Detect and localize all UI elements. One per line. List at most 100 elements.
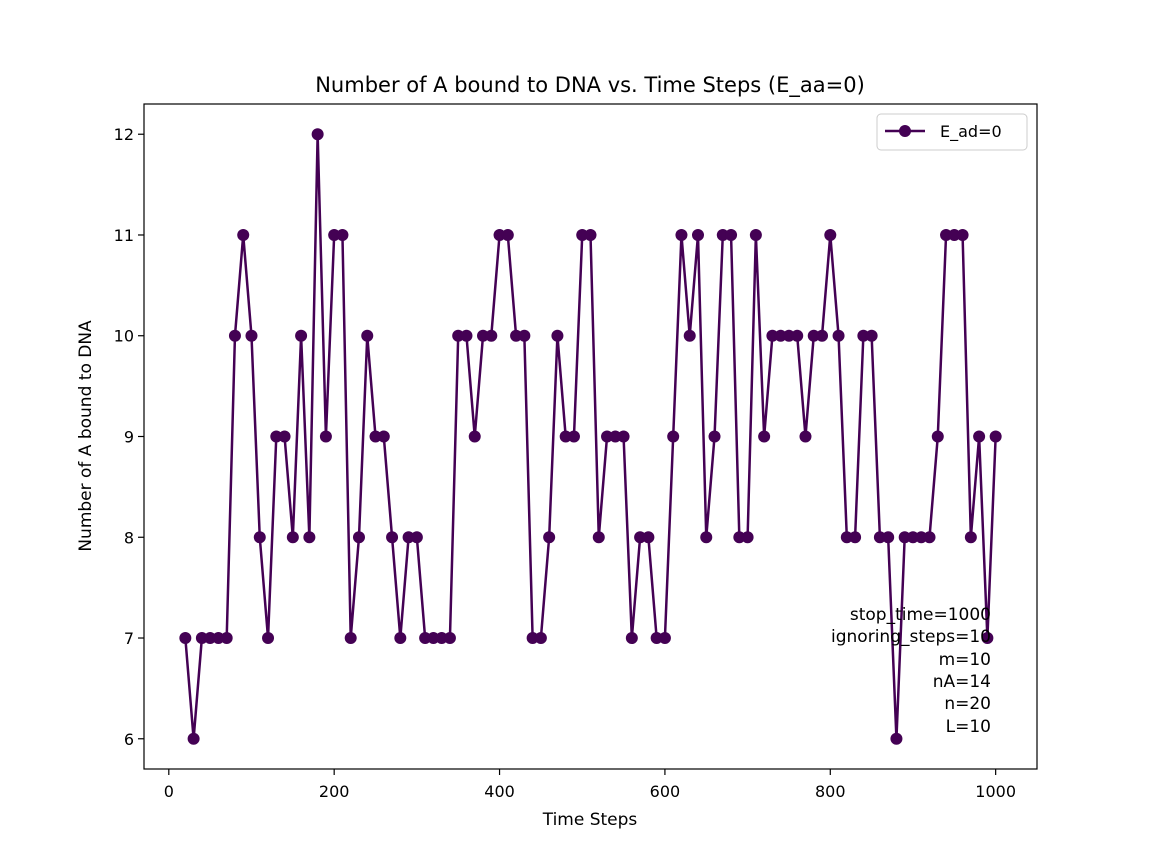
data-point (791, 329, 804, 342)
data-point (543, 531, 556, 544)
data-point (228, 329, 241, 342)
legend-marker (899, 125, 911, 137)
data-point (931, 430, 944, 443)
data-point (733, 531, 746, 544)
data-point (452, 329, 465, 342)
data-point (386, 531, 399, 544)
data-point (410, 531, 423, 544)
annotation-line: ignoring_steps=10 (831, 627, 991, 647)
data-point (311, 128, 324, 141)
data-point (179, 632, 192, 645)
data-point (890, 732, 903, 745)
data-point (270, 430, 283, 443)
plot-frame (143, 103, 1038, 770)
y-tick-label: 7 (124, 629, 134, 648)
data-point (377, 430, 390, 443)
data-point (865, 329, 878, 342)
x-tick-label: 0 (164, 782, 174, 801)
annotation-line: n=20 (944, 694, 991, 714)
data-point (526, 632, 539, 645)
data-point (766, 329, 779, 342)
x-tick-label: 800 (815, 782, 846, 801)
x-axis-ticks: 0 200 400 600 800 1000 (164, 769, 1016, 801)
data-point (518, 329, 531, 342)
data-point (824, 228, 837, 241)
data-point (650, 632, 663, 645)
data-point (286, 531, 299, 544)
data-point (402, 531, 415, 544)
data-point (369, 430, 382, 443)
y-tick-label: 8 (124, 528, 134, 547)
data-point (534, 632, 547, 645)
data-point (468, 430, 481, 443)
data-point (477, 329, 490, 342)
data-point (303, 531, 316, 544)
data-point (973, 430, 986, 443)
data-point (187, 732, 200, 745)
data-point (807, 329, 820, 342)
data-point (601, 430, 614, 443)
data-point (675, 228, 688, 241)
data-point (849, 531, 862, 544)
data-point (220, 632, 233, 645)
data-point (419, 632, 432, 645)
data-point (625, 632, 638, 645)
data-point (691, 228, 704, 241)
data-point (873, 531, 886, 544)
data-point (816, 329, 829, 342)
y-axis-ticks: 6 7 8 9 10 11 12 (114, 125, 144, 749)
data-point (485, 329, 498, 342)
data-point (799, 430, 812, 443)
data-point (567, 430, 580, 443)
data-point (898, 531, 911, 544)
legend-label: E_ad=0 (940, 122, 1002, 142)
y-tick-label: 6 (124, 730, 134, 749)
data-point (882, 531, 895, 544)
data-point (493, 228, 506, 241)
data-point (758, 430, 771, 443)
plot-area (144, 104, 1037, 769)
data-point (683, 329, 696, 342)
data-point (195, 632, 208, 645)
data-point (361, 329, 374, 342)
x-tick-label: 600 (650, 782, 681, 801)
data-point (328, 228, 341, 241)
data-point (212, 632, 225, 645)
data-point (915, 531, 928, 544)
y-axis-label: Number of A bound to DNA (76, 320, 96, 552)
data-point (642, 531, 655, 544)
data-point (394, 632, 407, 645)
series-layer (179, 128, 1002, 745)
data-point (278, 430, 291, 443)
data-point (634, 531, 647, 544)
legend-box (876, 113, 1028, 151)
annotation-line: m=10 (939, 650, 991, 670)
data-point (262, 632, 275, 645)
data-point (253, 531, 266, 544)
data-point (435, 632, 448, 645)
data-point (559, 430, 572, 443)
data-point (667, 430, 680, 443)
data-point (443, 632, 456, 645)
data-point (906, 531, 919, 544)
data-point (981, 632, 994, 645)
data-point (700, 531, 713, 544)
chart-title: Number of A bound to DNA vs. Time Steps … (315, 73, 865, 98)
data-point (749, 228, 762, 241)
data-point (501, 228, 514, 241)
data-point (576, 228, 589, 241)
data-point (940, 228, 953, 241)
data-point (923, 531, 936, 544)
annotation-line: nA=14 (933, 672, 991, 692)
data-point (609, 430, 622, 443)
y-tick-label: 10 (114, 327, 134, 346)
data-point (617, 430, 630, 443)
data-point (708, 430, 721, 443)
data-point (245, 329, 258, 342)
data-point (204, 632, 217, 645)
data-point (716, 228, 729, 241)
data-point (551, 329, 564, 342)
data-point (584, 228, 597, 241)
data-point (956, 228, 969, 241)
